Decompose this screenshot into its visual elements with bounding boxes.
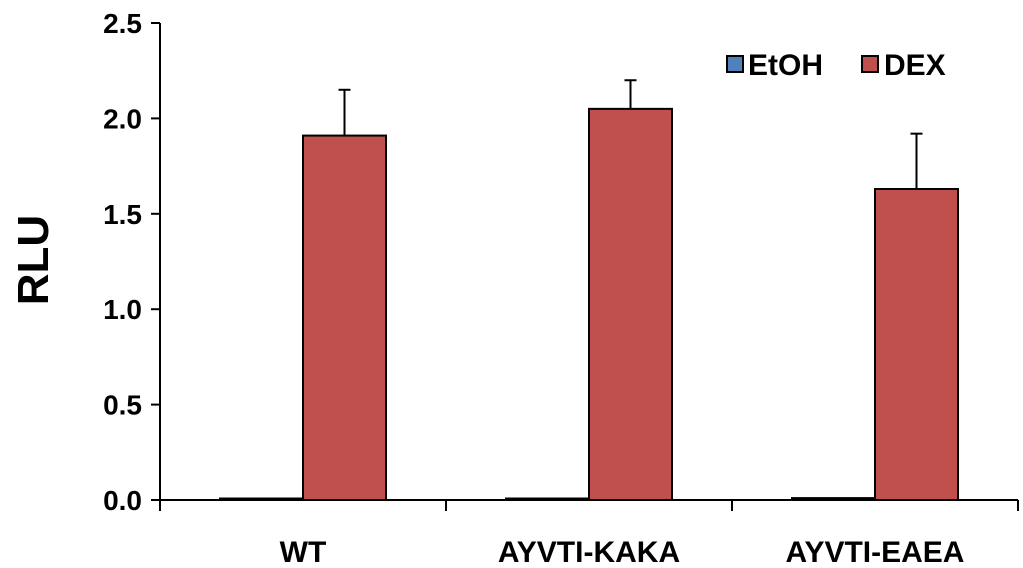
- legend-label-etoh: EtOH: [748, 49, 823, 82]
- bar-etoh-ayvti-kaka: [505, 497, 590, 501]
- y-tick-label: 1.0: [103, 294, 142, 325]
- bar-etoh-wt: [219, 497, 304, 501]
- y-tick-label: 0.0: [103, 485, 142, 516]
- y-tick-label: 0.5: [103, 390, 142, 421]
- legend-swatch-dex: [861, 55, 879, 73]
- bar-dex-ayvti-eaea: [874, 187, 959, 501]
- y-axis-title: RLU: [9, 215, 58, 305]
- x-category-label: AYVTI-EAEA: [786, 536, 965, 568]
- legend: EtOH DEX: [726, 49, 946, 82]
- bars: [219, 79, 959, 502]
- y-tick-label: 1.5: [103, 199, 142, 230]
- x-category-label: WT: [280, 536, 327, 568]
- bar-dex-ayvti-kaka: [588, 107, 673, 502]
- axes: 0.0 0.5 1.0 1.5 2.0 2.5 WT AYVTI-KAKA AYVTI-EAEA: [103, 8, 1019, 568]
- bar-dex-wt: [302, 134, 387, 502]
- x-category-label: AYVTI-KAKA: [498, 536, 680, 568]
- y-tick-label: 2.0: [103, 103, 142, 134]
- bar-etoh-ayvti-eaea: [791, 497, 876, 502]
- legend-swatch-etoh: [726, 55, 744, 73]
- y-tick-label: 2.5: [103, 8, 142, 39]
- legend-label-dex: DEX: [884, 49, 946, 82]
